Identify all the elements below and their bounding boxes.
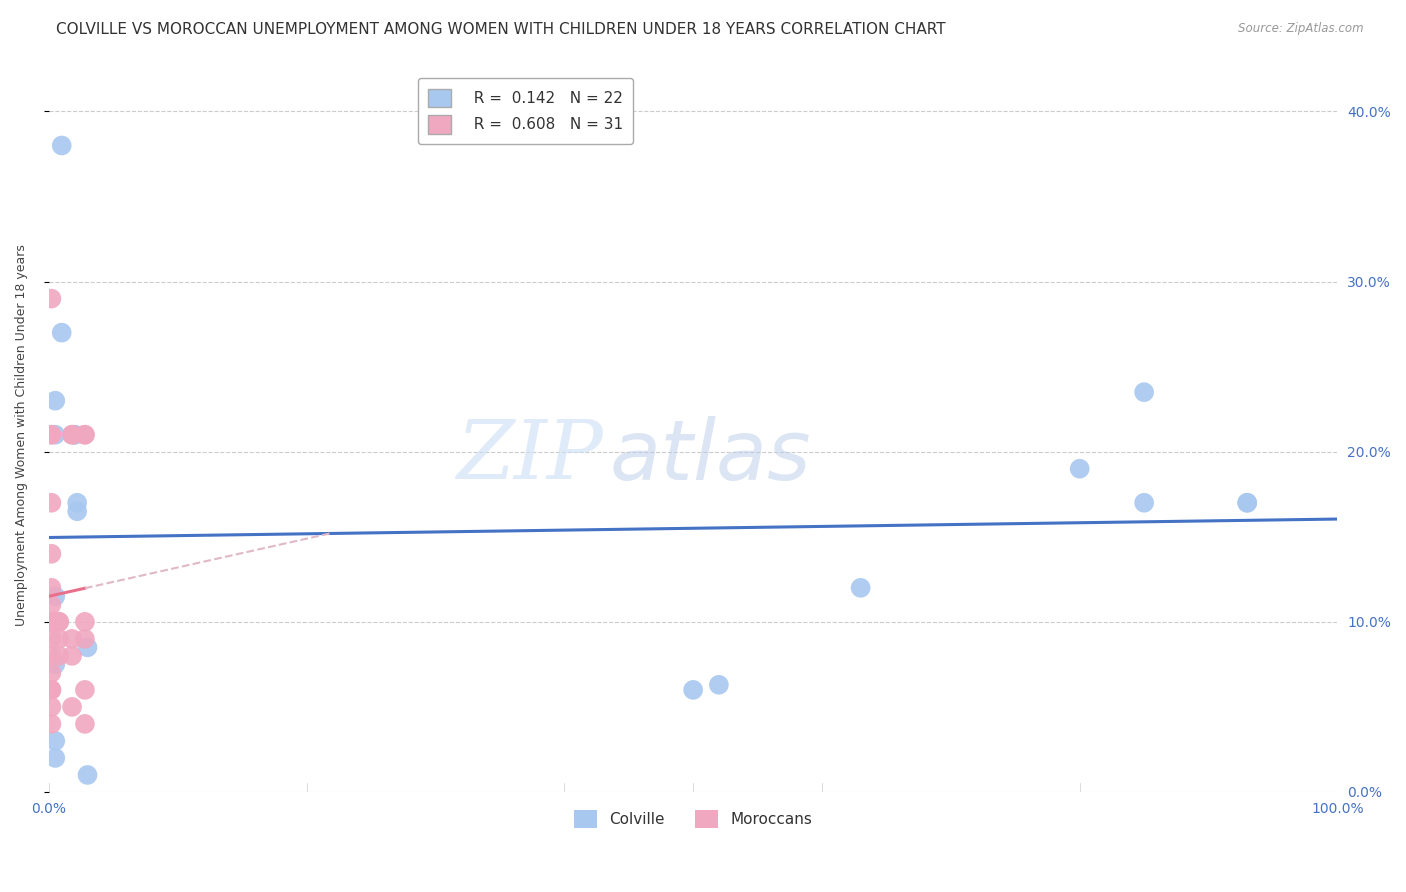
Point: [73, 717, 96, 731]
Point: [73, 427, 96, 442]
Point: [41, 717, 63, 731]
Point: [63, 427, 86, 442]
Point: [44, 427, 66, 442]
Point: [41, 632, 63, 646]
Point: [682, 682, 704, 697]
Point: [66, 504, 89, 518]
Point: [41, 682, 63, 697]
Point: [60, 632, 83, 646]
Point: [73, 615, 96, 629]
Y-axis label: Unemployment Among Women with Children Under 18 years: Unemployment Among Women with Children U…: [15, 244, 28, 625]
Point: [41, 292, 63, 306]
Text: ZIP: ZIP: [456, 417, 603, 496]
Point: [41, 581, 63, 595]
Point: [41, 682, 63, 697]
Point: [60, 699, 83, 714]
Point: [41, 496, 63, 510]
Point: [41, 615, 63, 629]
Point: [44, 751, 66, 765]
Legend: Colville, Moroccans: Colville, Moroccans: [568, 804, 818, 834]
Point: [1133, 496, 1156, 510]
Point: [707, 678, 730, 692]
Point: [44, 393, 66, 408]
Point: [73, 427, 96, 442]
Point: [76, 768, 98, 782]
Point: [41, 427, 63, 442]
Point: [41, 598, 63, 612]
Point: [44, 657, 66, 672]
Point: [48, 648, 70, 663]
Point: [44, 590, 66, 604]
Point: [66, 496, 89, 510]
Point: [41, 615, 63, 629]
Point: [63, 427, 86, 442]
Point: [41, 427, 63, 442]
Point: [51, 138, 73, 153]
Point: [60, 427, 83, 442]
Point: [60, 648, 83, 663]
Point: [51, 326, 73, 340]
Point: [41, 699, 63, 714]
Point: [48, 632, 70, 646]
Point: [73, 682, 96, 697]
Point: [41, 665, 63, 680]
Point: [1133, 385, 1156, 400]
Point: [76, 640, 98, 655]
Point: [1236, 496, 1258, 510]
Point: [1236, 496, 1258, 510]
Point: [44, 734, 66, 748]
Point: [1069, 461, 1091, 475]
Point: [48, 615, 70, 629]
Point: [41, 547, 63, 561]
Point: [849, 581, 872, 595]
Text: Source: ZipAtlas.com: Source: ZipAtlas.com: [1239, 22, 1364, 36]
Point: [73, 632, 96, 646]
Point: [60, 427, 83, 442]
Text: atlas: atlas: [609, 416, 811, 497]
Point: [41, 648, 63, 663]
Text: COLVILLE VS MOROCCAN UNEMPLOYMENT AMONG WOMEN WITH CHILDREN UNDER 18 YEARS CORRE: COLVILLE VS MOROCCAN UNEMPLOYMENT AMONG …: [56, 22, 946, 37]
Point: [48, 615, 70, 629]
